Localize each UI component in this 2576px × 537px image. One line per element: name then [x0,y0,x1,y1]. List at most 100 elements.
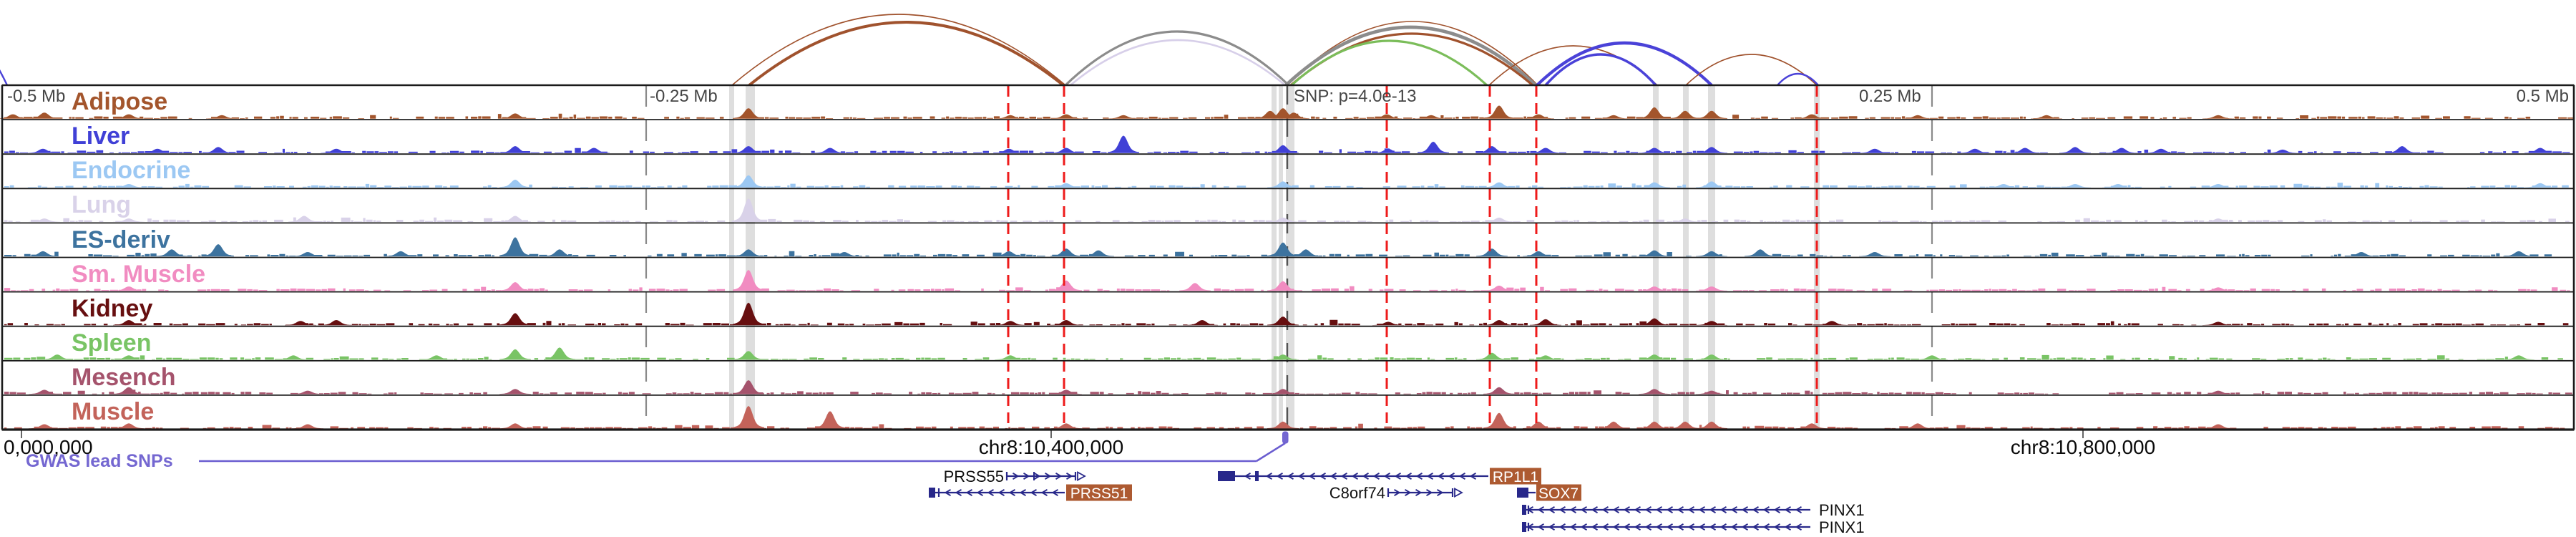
interaction-arc-green[interactable] [1290,39,1488,87]
gene-exon[interactable] [1522,505,1526,515]
signal-track-muscle[interactable] [4,405,2565,429]
strand-chevron [1008,488,1015,497]
signal-tracks-layer[interactable] [0,105,2575,429]
strand-chevron [1709,523,1716,531]
interaction-arc-gray[interactable] [1064,30,1290,87]
gene-label-prss51[interactable]: PRSS51 [1070,485,1128,502]
strand-chevron [1698,523,1705,531]
strand-chevron [1655,505,1662,514]
track-label-adipose: Adipose [72,88,167,115]
strand-chevron [1719,523,1727,531]
strand-chevron [1362,472,1369,480]
signal-track-adipose[interactable] [0,105,2575,119]
gene-label-c8orf74[interactable]: C8orf74 [1330,484,1385,502]
interaction-arc-lavender[interactable] [1070,39,1286,86]
interaction-arc-brown[interactable] [1685,54,1818,86]
strand-chevron [1644,523,1652,531]
gene-label-rp1l1[interactable]: RP1L1 [1493,469,1538,485]
strand-chevron [1383,472,1390,480]
gene-label-highlight-box[interactable] [1536,484,1581,501]
strand-chevron [1687,523,1694,531]
interaction-arc-blue[interactable] [1536,41,1713,87]
interaction-arc-brown[interactable] [748,21,1065,87]
strand-chevron [1655,523,1662,531]
gene-structure-pinx1[interactable] [1522,522,1810,532]
strand-chevron [1580,523,1587,531]
signal-track-es-deriv[interactable] [4,237,2552,257]
gene-label-pinx1-a[interactable]: PINX1 [1819,501,1865,519]
strand-chevron [944,488,951,497]
strand-chevron [1569,523,1576,531]
signal-track-liver[interactable] [4,135,2570,153]
strand-chevron [1537,505,1544,514]
gene-exon[interactable] [1517,488,1528,498]
strand-chevron [1394,472,1401,480]
strand-chevron [1741,523,1748,531]
interaction-arcs-layer[interactable] [0,14,1819,87]
scale-label-plus-0-5mb: 0.5 Mb [2517,87,2569,106]
strand-chevron [1426,472,1433,480]
signal-track-endocrine[interactable] [4,175,2569,188]
track-labels: Adipose Liver Endocrine Lung ES-deriv Sm… [72,88,205,425]
gene-exon[interactable] [1255,471,1259,481]
track-label-muscle: Muscle [72,398,154,425]
gene-structure-prss55[interactable] [1005,470,1086,482]
coord-label-right: chr8:10,800,000 [2011,436,2155,458]
strand-chevron [1469,472,1476,480]
signal-track-spleen[interactable] [4,347,2563,360]
track-label-spleen: Spleen [72,329,151,357]
gene-labels[interactable]: PRSS55 PRSS51 RP1L1 C8orf74 SOX7 PINX1 P… [944,468,1865,536]
strand-chevron [1308,472,1315,480]
gene-exon[interactable] [1218,471,1235,481]
strand-chevron [1591,505,1598,514]
interaction-arc-blue[interactable] [1544,53,1657,87]
gene-structures-layer[interactable] [929,468,1810,533]
track-borders-layer [1,84,2575,431]
strand-chevron [1666,505,1673,514]
interaction-arc-brown[interactable] [731,14,1066,86]
strand-chevron [965,488,972,497]
gene-label-sox7[interactable]: SOX7 [1538,485,1579,502]
gene-structure-sox7[interactable] [1517,484,1581,501]
strand-chevron [1244,472,1251,480]
strand-chevron [1795,523,1802,531]
strand-chevron [1558,505,1566,514]
gwas-track-layer[interactable] [199,431,1289,463]
interaction-arc-gray[interactable] [1284,25,1537,87]
strand-chevron [1612,505,1619,514]
gene-label-highlight-box[interactable] [1490,468,1541,485]
gene-structure-pinx1[interactable] [1522,505,1810,515]
gene-structure-rp1l1[interactable] [1218,468,1541,485]
strand-chevron [1055,472,1063,480]
gene-exon[interactable] [1522,522,1526,532]
signal-track-kidney[interactable] [4,302,2569,326]
signal-track-mesench[interactable] [4,380,2572,395]
interaction-arc-blue[interactable] [1777,72,1819,86]
gene-structure-c8orf74[interactable] [1387,487,1463,498]
strand-chevron [1634,523,1641,531]
strand-chevron [1526,523,1533,531]
strand-chevron [1426,488,1433,497]
scale-label-minus-0-5mb: -0.5 Mb [7,87,65,106]
gene-structure-prss51[interactable] [929,484,1132,501]
strand-chevron [1287,472,1294,480]
strand-chevron [1437,488,1444,497]
strand-chevron [1330,472,1337,480]
strand-chevron [1730,505,1737,514]
track-label-lung: Lung [72,191,131,218]
gwas-snp-marker[interactable] [1282,431,1289,444]
gene-label-pinx1-b[interactable]: PINX1 [1819,518,1865,536]
strand-chevron [987,488,994,497]
strand-chevron [1045,472,1052,480]
gene-label-prss55[interactable]: PRSS55 [944,468,1004,485]
signal-track-sm-muscle[interactable] [4,269,2570,291]
gene-label-highlight-box[interactable] [1066,484,1132,501]
track-label-mesench: Mesench [72,364,176,391]
gene-exon[interactable] [929,488,935,498]
strand-chevron [1719,505,1727,514]
strand-chevron [1537,523,1544,531]
strand-chevron [1340,472,1347,480]
strand-chevron [1030,488,1037,497]
